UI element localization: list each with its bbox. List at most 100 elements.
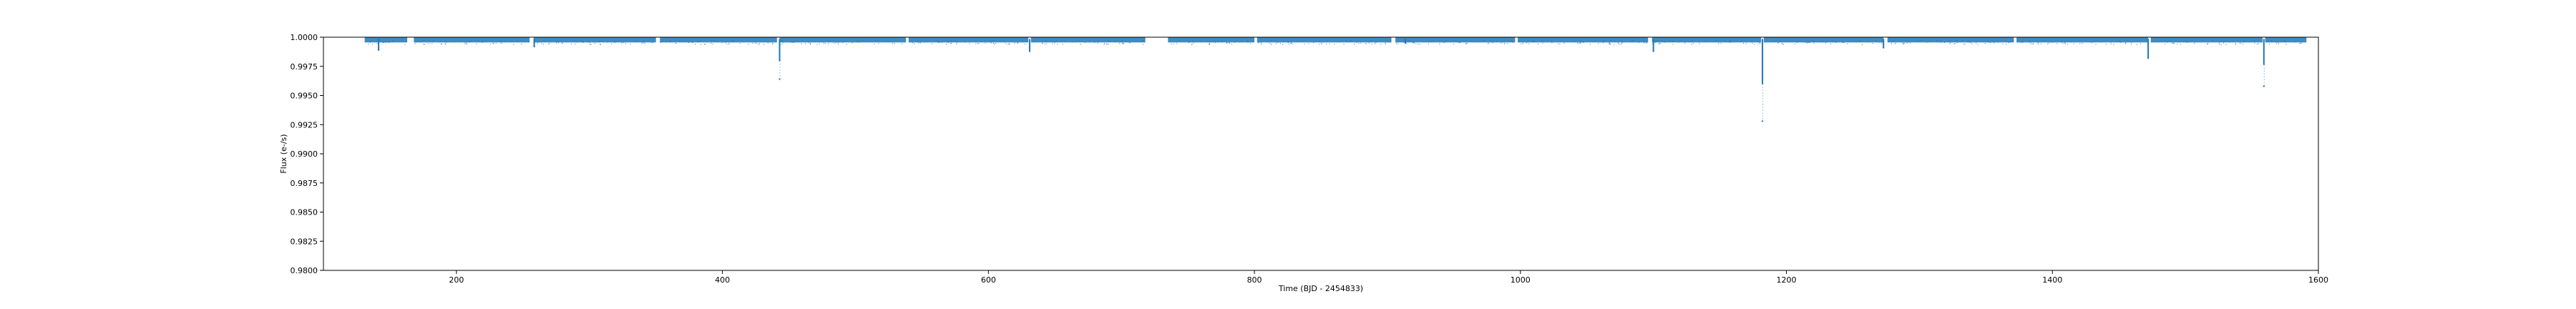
flux-point: [875, 40, 877, 41]
flux-point: [1221, 41, 1223, 42]
flux-point: [795, 41, 796, 42]
flux-point: [1465, 40, 1467, 41]
flux-point: [721, 42, 723, 44]
flux-point: [1501, 41, 1503, 43]
flux-point: [1579, 41, 1581, 43]
flux-point: [798, 41, 799, 42]
flux-point: [2185, 40, 2187, 41]
transit-min-point: [1028, 50, 1030, 52]
flux-point: [1563, 42, 1565, 44]
flux-point: [2062, 42, 2063, 44]
flux-point: [1357, 41, 1358, 42]
transit-min-point: [1652, 50, 1654, 52]
flux-point: [2275, 43, 2277, 44]
flux-point: [1376, 40, 1377, 41]
flux-point: [1119, 43, 1121, 44]
flux-point: [1076, 41, 1078, 42]
flux-point: [739, 43, 741, 44]
flux-point: [1646, 42, 1647, 44]
flux-point: [1042, 42, 1043, 44]
flux-point: [1277, 41, 1279, 43]
flux-point: [2172, 41, 2174, 43]
flux-point: [1835, 41, 1837, 43]
x-tick-label: 1400: [2042, 275, 2062, 285]
flux-point: [372, 40, 374, 41]
flux-point: [1279, 43, 1281, 44]
flux-point: [1856, 41, 1858, 42]
flux-point: [581, 40, 582, 41]
flux-point: [1236, 40, 1237, 41]
transit-min-point: [2147, 57, 2150, 59]
flux-point: [444, 44, 446, 45]
flux-point: [1089, 41, 1091, 43]
flux-point: [2116, 41, 2117, 43]
flux-point: [817, 41, 819, 43]
flux-point: [772, 42, 774, 44]
flux-point: [1989, 42, 1991, 44]
flux-point: [1641, 41, 1642, 42]
flux-point: [1968, 41, 1970, 43]
flux-point: [857, 41, 859, 43]
flux-point: [2240, 43, 2242, 44]
flux-point: [2194, 42, 2195, 44]
flux-point: [431, 43, 433, 44]
flux-point: [1071, 41, 1073, 43]
flux-point: [2235, 43, 2236, 44]
flux-point: [1705, 41, 1707, 42]
flux-segment: [2016, 36, 2149, 43]
flux-point: [924, 41, 925, 42]
flux-point: [433, 40, 434, 41]
flux-point: [2269, 44, 2270, 45]
flux-point: [469, 41, 470, 43]
y-tick-label: 0.9900: [291, 149, 318, 159]
flux-point: [2013, 40, 2014, 41]
flux-point: [1466, 43, 1468, 44]
flux-point: [1926, 41, 1928, 43]
flux-point: [1583, 42, 1584, 44]
flux-point: [1684, 42, 1686, 44]
flux-point: [878, 43, 879, 44]
flux-point: [2110, 41, 2112, 43]
flux-point: [1921, 40, 1923, 41]
flux-point: [2030, 42, 2031, 44]
flux-point: [759, 43, 761, 44]
flux-point: [389, 41, 391, 43]
flux-point: [1443, 42, 1445, 44]
flux-point: [978, 43, 980, 44]
flux-point: [2032, 43, 2034, 44]
y-tick-label: 0.9850: [291, 208, 318, 217]
flux-point: [471, 40, 472, 41]
flux-point: [1411, 41, 1413, 43]
flux-point: [919, 41, 921, 43]
x-axis-label: Time (BJD - 2454833): [1278, 284, 1363, 293]
flux-point: [513, 44, 514, 45]
flux-point: [1209, 44, 1210, 45]
flux-point: [763, 41, 765, 43]
flux-point: [752, 43, 753, 44]
flux-point: [1276, 43, 1277, 44]
flux-point: [466, 43, 467, 44]
flux-point: [1061, 40, 1063, 41]
flux-point: [1122, 41, 1123, 43]
flux-point: [575, 41, 577, 43]
transit-min-point: [2263, 85, 2265, 87]
x-tick-label: 400: [715, 275, 730, 285]
transit-min-point: [1762, 120, 1764, 122]
flux-point: [1507, 43, 1508, 44]
flux-point: [599, 41, 600, 42]
flux-point: [623, 41, 624, 43]
flux-point: [805, 43, 806, 44]
flux-point: [753, 41, 755, 43]
y-tick-label: 0.9825: [291, 237, 318, 246]
flux-point: [454, 41, 456, 43]
flux-point: [1371, 40, 1372, 41]
flux-point: [537, 42, 538, 44]
transit-min-point: [1883, 46, 1885, 49]
flux-point: [1246, 41, 1248, 43]
flux-point: [1271, 40, 1272, 41]
flux-point: [1397, 41, 1399, 43]
flux-point: [842, 42, 844, 44]
flux-point: [1860, 41, 1861, 43]
flux-point: [938, 41, 940, 43]
